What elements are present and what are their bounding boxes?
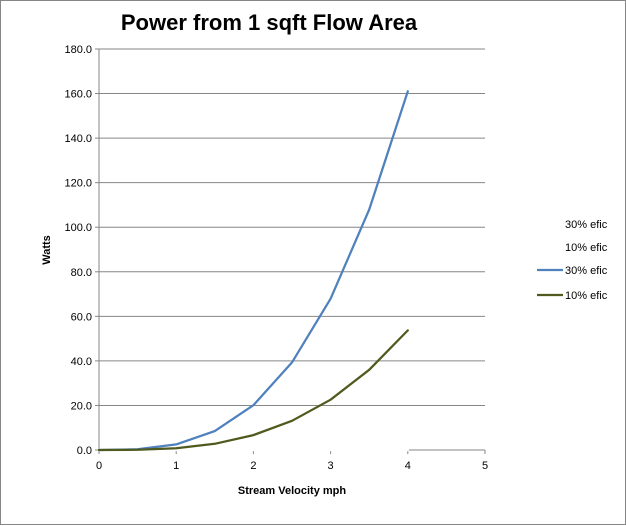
series-line-3: [97, 90, 409, 452]
x-tick-label: 1: [173, 460, 179, 472]
legend-entry: 10% efic: [565, 290, 608, 302]
x-tick-label: 2: [250, 460, 256, 472]
y-tick-label: 0.0: [77, 445, 92, 457]
y-axis-label: Watts: [41, 235, 53, 265]
x-tick-label: 5: [482, 460, 488, 472]
y-tick-label: 60.0: [71, 311, 92, 323]
x-tick-labels: 0 1 2 3 4 5: [96, 460, 488, 472]
y-tick-label: 140.0: [64, 133, 92, 145]
y-tick-label: 120.0: [64, 178, 92, 190]
legend: 30% efic 10% efic 30% efic 10% efic: [537, 219, 608, 302]
legend-entry: 30% efic: [565, 219, 608, 231]
series-lines: [97, 90, 409, 452]
y-tick-label: 80.0: [71, 267, 92, 279]
legend-entry: 10% efic: [565, 242, 608, 254]
chart-title: Power from 1 sqft Flow Area: [121, 10, 418, 35]
x-axis-label: Stream Velocity mph: [238, 485, 346, 497]
y-tick-labels: 0.0 20.0 40.0 60.0 80.0 100.0 120.0 140.0 160.0 1…: [64, 44, 92, 457]
y-tick-label: 180.0: [64, 44, 92, 56]
y-tick-label: 100.0: [64, 222, 92, 234]
x-tick-label: 0: [96, 460, 102, 472]
gridlines: [95, 48, 485, 451]
y-tick-label: 20.0: [71, 400, 92, 412]
x-tick-label: 4: [405, 460, 411, 472]
y-tick-label: 160.0: [64, 89, 92, 101]
legend-entry: 30% efic: [565, 265, 608, 277]
x-tick-label: 3: [328, 460, 334, 472]
y-tick-label: 40.0: [71, 356, 92, 368]
axes: [98, 49, 486, 454]
series-line-4: [97, 329, 409, 452]
